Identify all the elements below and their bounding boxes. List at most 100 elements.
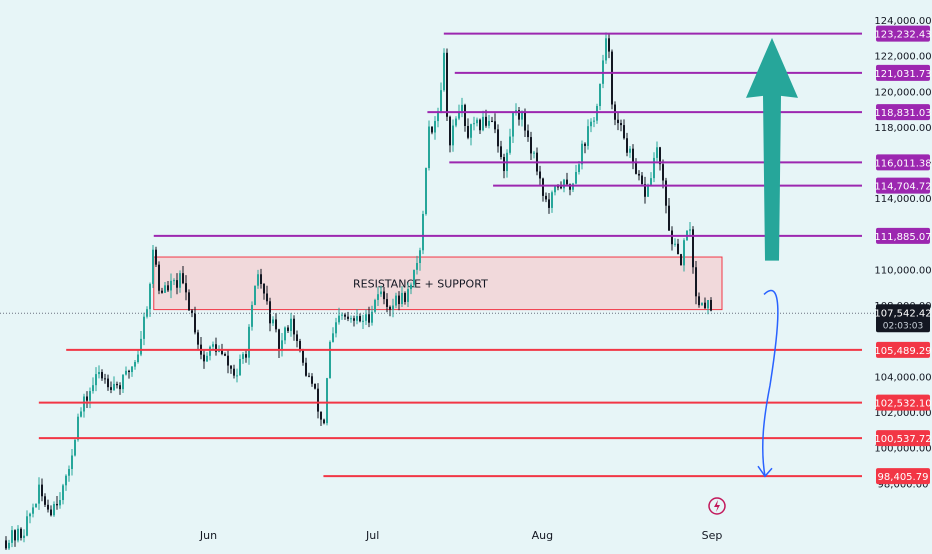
candle <box>320 411 322 426</box>
candle <box>26 510 28 537</box>
y-tick-label: 122,000.00 <box>874 52 931 63</box>
candle <box>656 141 658 162</box>
candle <box>683 238 685 272</box>
candle <box>77 413 79 442</box>
candle <box>497 124 499 153</box>
candle <box>701 302 703 306</box>
candle <box>152 244 154 289</box>
candle <box>314 383 316 390</box>
candle <box>14 529 16 547</box>
candle <box>446 48 448 121</box>
candle <box>68 465 70 482</box>
candle <box>338 307 340 325</box>
candle <box>140 330 142 357</box>
candle <box>626 132 628 157</box>
x-tick-label: Sep <box>702 529 723 542</box>
candle <box>449 115 451 153</box>
candle <box>281 332 283 357</box>
candle <box>92 377 94 394</box>
candle <box>398 291 400 311</box>
y-tick-label: 110,000.00 <box>874 266 931 277</box>
candle <box>59 492 61 509</box>
candle <box>245 350 247 363</box>
candle <box>137 349 139 364</box>
support-price-tag: 98,405.79 <box>876 468 930 485</box>
resistance-price-label: 123,232.43 <box>874 30 931 41</box>
candle <box>539 165 541 187</box>
candle <box>134 359 136 370</box>
candle <box>197 329 199 351</box>
candle <box>308 372 310 378</box>
candle <box>575 164 577 185</box>
candle <box>479 118 481 134</box>
y-tick-label: 98,000.00 <box>878 479 929 490</box>
candle <box>455 116 457 128</box>
candle <box>305 357 307 377</box>
candle <box>698 292 700 308</box>
candle <box>503 153 505 179</box>
candle <box>287 325 289 333</box>
resistance-price-label: 118,831.03 <box>874 108 931 119</box>
candle <box>548 192 550 214</box>
candle <box>386 293 388 313</box>
candle <box>101 369 103 381</box>
candle <box>161 287 163 294</box>
candle <box>71 448 73 476</box>
candle <box>224 352 226 357</box>
candle <box>692 226 694 274</box>
candle <box>104 373 106 384</box>
candle <box>110 381 112 394</box>
resistance-price-tag: 114,704.72 <box>874 177 932 194</box>
candle <box>605 32 607 64</box>
candle <box>227 349 229 374</box>
candle <box>266 285 268 305</box>
candle <box>422 210 424 255</box>
candle <box>632 144 634 170</box>
candle <box>659 146 661 171</box>
candle <box>176 273 178 295</box>
resistance-price-tag: 111,885.07 <box>874 227 932 244</box>
candle <box>11 526 13 548</box>
candle <box>188 289 190 311</box>
candle <box>257 269 259 289</box>
support-price-label: 98,405.79 <box>878 472 929 483</box>
candle <box>392 298 394 318</box>
candle <box>131 366 133 377</box>
support-price-label: 100,537.72 <box>874 434 931 445</box>
candle <box>290 312 292 337</box>
candle <box>8 539 10 550</box>
candle <box>629 146 631 158</box>
resistance-support-zone[interactable] <box>153 256 723 311</box>
event-flash-icon[interactable] <box>708 497 726 515</box>
bullish-arrow[interactable] <box>746 37 798 261</box>
bearish-arrow[interactable] <box>761 289 779 477</box>
candle <box>356 309 358 325</box>
candle <box>263 282 265 300</box>
support-price-label: 102,532.10 <box>874 399 931 410</box>
candle <box>518 107 520 126</box>
candle <box>653 152 655 183</box>
candle <box>107 374 109 391</box>
resistance-price-tag: 123,232.43 <box>874 25 932 42</box>
candle <box>440 82 442 114</box>
bearish-arrowhead <box>757 465 773 478</box>
candle <box>65 474 67 491</box>
candle <box>707 299 709 315</box>
candle <box>113 376 115 391</box>
candle <box>62 483 64 505</box>
candle <box>170 273 172 299</box>
candle <box>464 103 466 132</box>
candle <box>404 291 406 305</box>
candle <box>671 226 673 251</box>
candle <box>434 116 436 140</box>
candle <box>476 117 478 127</box>
candle <box>296 330 298 348</box>
candle <box>677 238 679 255</box>
candle <box>74 439 76 457</box>
candle <box>545 192 547 203</box>
support-price-label: 105,489.29 <box>874 346 931 357</box>
candle <box>167 281 169 292</box>
candle <box>395 292 397 309</box>
